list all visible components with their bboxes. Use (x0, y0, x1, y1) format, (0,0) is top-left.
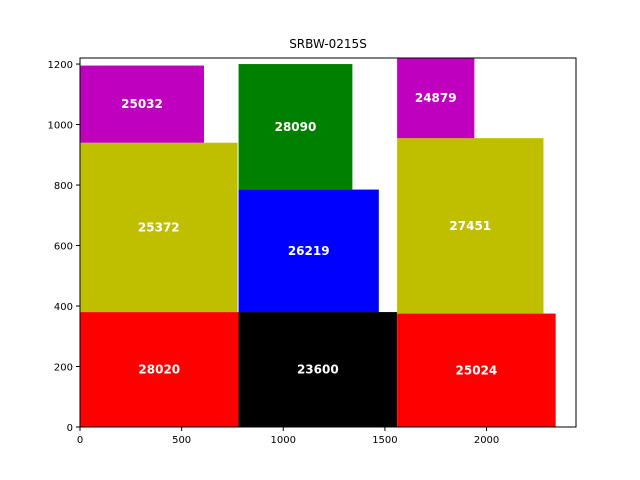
y-tick-label: 400 (54, 302, 73, 313)
rectangles-layer (80, 58, 556, 427)
rectangle-label: 25024 (456, 363, 498, 377)
x-axis: 0 500 1000 1500 2000 (77, 427, 499, 446)
rectangle-25372 (80, 142, 238, 313)
y-axis: 0 200 400 600 800 1000 1200 (48, 60, 80, 434)
rectangle-23600 (238, 312, 398, 427)
x-tick-label: 500 (172, 435, 191, 446)
rectangle-25032 (80, 65, 204, 143)
x-tick-label: 0 (77, 435, 83, 446)
y-tick-label: 200 (54, 363, 73, 374)
rectangle-label: 28090 (275, 120, 317, 134)
y-tick-label: 0 (67, 423, 73, 434)
plot-frame (79, 57, 577, 428)
rectangle-28020 (80, 312, 239, 427)
rectangle-label: 27451 (449, 219, 491, 233)
rectangle-24879 (397, 58, 475, 139)
rectangle-27451 (397, 138, 544, 314)
y-tick-label: 1200 (48, 60, 73, 71)
rectangle-label: 26219 (288, 244, 330, 258)
rectangle-label: 28020 (138, 363, 180, 377)
rectangle-28090 (238, 64, 353, 190)
y-tick-label: 1000 (48, 121, 73, 132)
rectangle-label: 25032 (121, 97, 163, 111)
x-tick-label: 2000 (474, 435, 499, 446)
rectangle-25024 (397, 313, 556, 427)
x-tick-label: 1000 (271, 435, 296, 446)
rectangle-label: 24879 (415, 91, 457, 105)
chart-title: SRBW-0215S (289, 37, 367, 51)
rectangle-label: 23600 (297, 363, 339, 377)
rectangle-labels-layer: 28020 23600 25024 25372 26219 27451 25032 28090… (121, 91, 497, 377)
y-tick-label: 600 (54, 242, 73, 253)
rectangle-26219 (238, 189, 379, 313)
x-tick-label: 1500 (372, 435, 397, 446)
rectangle-label: 25372 (138, 220, 180, 234)
y-tick-label: 800 (54, 181, 73, 192)
